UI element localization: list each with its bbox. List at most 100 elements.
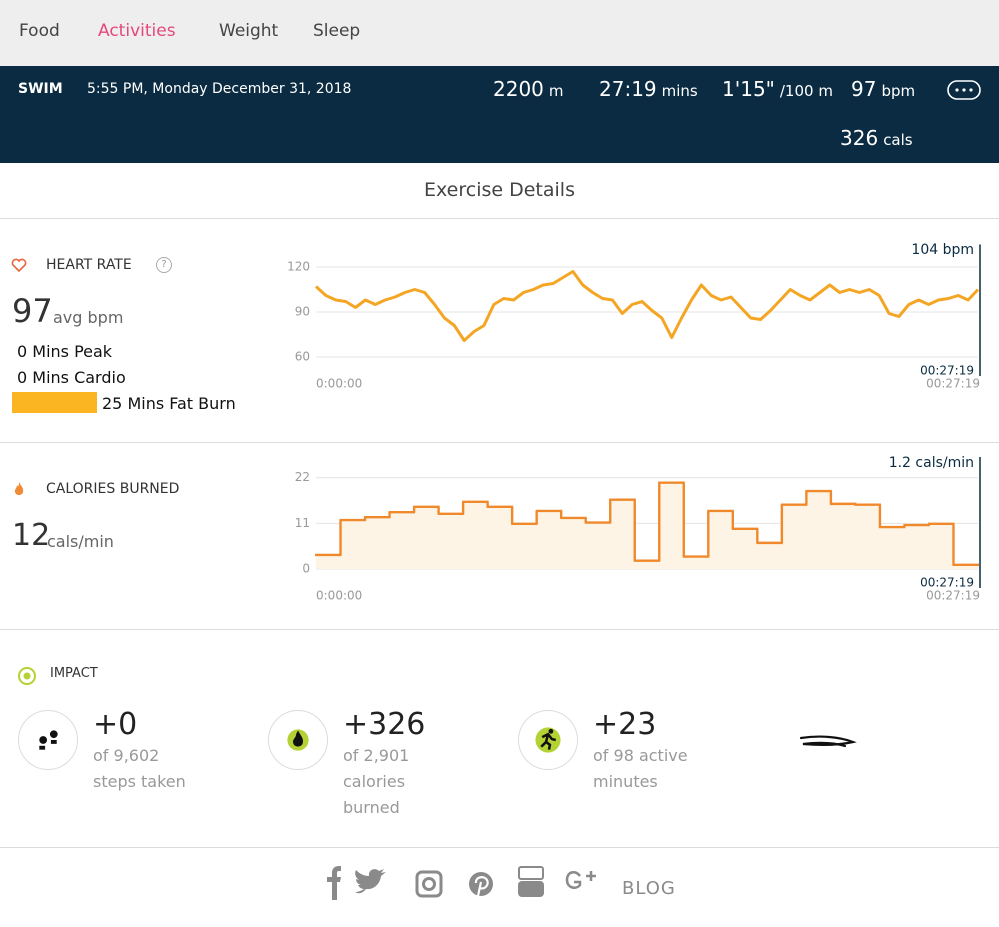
social-icons	[327, 866, 596, 900]
stat-unit: m	[548, 82, 564, 100]
calorie-area	[732, 528, 758, 569]
calorie-area	[928, 523, 954, 569]
calorie-area	[781, 504, 807, 569]
calorie-area	[634, 560, 660, 569]
x-axis-label: 0:00:00	[316, 589, 362, 603]
y-tick-label: 120	[287, 260, 310, 274]
calorie-area	[365, 517, 391, 569]
calorie-area	[904, 525, 930, 569]
ring	[18, 667, 36, 685]
zone: 0 Mins Cardio	[17, 368, 126, 387]
help-icon[interactable]: ?	[156, 257, 172, 273]
instagram-icon[interactable]	[415, 870, 443, 898]
calorie-area	[512, 523, 538, 569]
calorie-area	[708, 510, 734, 569]
impact-line: minutes	[593, 772, 658, 791]
activity-name: SWIM	[18, 81, 63, 97]
calorie-area	[414, 506, 440, 569]
calorie-area	[757, 542, 783, 569]
flame-shape	[14, 482, 24, 495]
zone-bar	[12, 392, 97, 413]
impact-glyph	[39, 730, 58, 750]
nav-item[interactable]: Sleep	[313, 21, 361, 41]
calorie-area	[953, 564, 979, 569]
impact-icon	[268, 710, 328, 770]
impact-line: calories	[343, 772, 406, 791]
y-tick-label: 11	[295, 516, 310, 530]
impact-glyph	[535, 727, 561, 753]
stat: 1'15"/100 m	[722, 77, 833, 101]
stat: 326 cals	[840, 126, 913, 150]
heart-rate-line	[314, 270, 980, 342]
activity-datetime: 5:55 PM, Monday December 31, 2018	[87, 81, 352, 97]
impact-value imp-val: +23	[593, 707, 657, 742]
impact-value imp-val: +326	[343, 707, 426, 742]
calorie-area	[536, 510, 562, 569]
youtube-box	[518, 881, 544, 897]
heart-icon	[11, 258, 27, 273]
y-tick-label: 60	[295, 350, 310, 364]
calorie-area	[438, 513, 464, 569]
impact-line: of 2,901	[343, 746, 410, 765]
impact-title: IMPACT	[50, 666, 98, 681]
end-marker-time: 00:27:19	[920, 576, 974, 590]
more-outline	[947, 80, 981, 100]
calorie-area	[830, 503, 856, 569]
impact-value imp-val: +0	[93, 707, 138, 742]
end-marker-label: 1.2 cals/min	[889, 455, 974, 471]
nav-bar: Food Activities Weight Sleep	[0, 0, 999, 66]
divider	[0, 629, 999, 630]
calorie-area	[487, 506, 513, 569]
calorie-area	[659, 482, 685, 569]
avg-value: 97	[12, 292, 53, 330]
end-marker-time: 00:27:19	[920, 364, 974, 378]
stat: 2200 m	[493, 77, 564, 101]
impact-icon	[518, 710, 578, 770]
youtube-icon[interactable]	[518, 866, 544, 880]
divider	[0, 442, 999, 443]
target-icon	[18, 667, 36, 685]
gplus-icon[interactable]	[565, 871, 582, 889]
stat-value: 326	[840, 126, 879, 150]
stat-unit: cals	[883, 131, 913, 149]
calorie-area	[316, 554, 342, 569]
more-button[interactable]	[946, 79, 982, 101]
stat-value: 27:19	[599, 77, 657, 101]
ring-center	[23, 672, 31, 680]
impact-line: of 9,602	[93, 746, 160, 765]
zone: 25 Mins Fat Burn	[102, 394, 236, 413]
impact-line: steps taken	[93, 772, 186, 791]
heart-shape	[11, 258, 27, 273]
nav-item[interactable]: Activities	[98, 21, 176, 41]
impact-glyph	[287, 729, 309, 751]
end-marker-label: 104 bpm	[911, 242, 974, 258]
stat-value: 2200	[493, 77, 544, 101]
divider	[0, 218, 999, 219]
cal-value: 12	[12, 518, 51, 553]
facebook-icon[interactable]	[327, 866, 341, 900]
calorie-area	[683, 556, 709, 569]
x-axis-label: 00:27:19	[926, 589, 980, 603]
calorie-area	[463, 501, 489, 569]
calorie-area	[610, 499, 636, 569]
calorie-area	[585, 522, 611, 569]
stat-unit: mins	[661, 82, 698, 100]
nav-item[interactable]: Weight	[219, 21, 279, 41]
stat: 27:19 mins	[599, 77, 698, 101]
dot	[969, 88, 973, 92]
calorie-area	[879, 527, 905, 569]
y-tick-label: 22	[295, 470, 310, 484]
dot	[955, 88, 959, 92]
nav-item[interactable]: Food	[19, 21, 60, 41]
divider	[0, 847, 999, 848]
calorie-area	[855, 504, 881, 569]
avg-unit: avg bpm	[53, 308, 124, 327]
impact-line: of 98 active	[593, 746, 688, 765]
zone: 0 Mins Peak	[17, 342, 113, 361]
panel-title: CALORIES BURNED	[46, 481, 180, 497]
calorie-area	[389, 512, 415, 569]
twitter-icon[interactable]	[355, 869, 386, 894]
blog-link[interactable]: BLOG	[622, 878, 676, 899]
instagram-lens	[422, 877, 436, 891]
